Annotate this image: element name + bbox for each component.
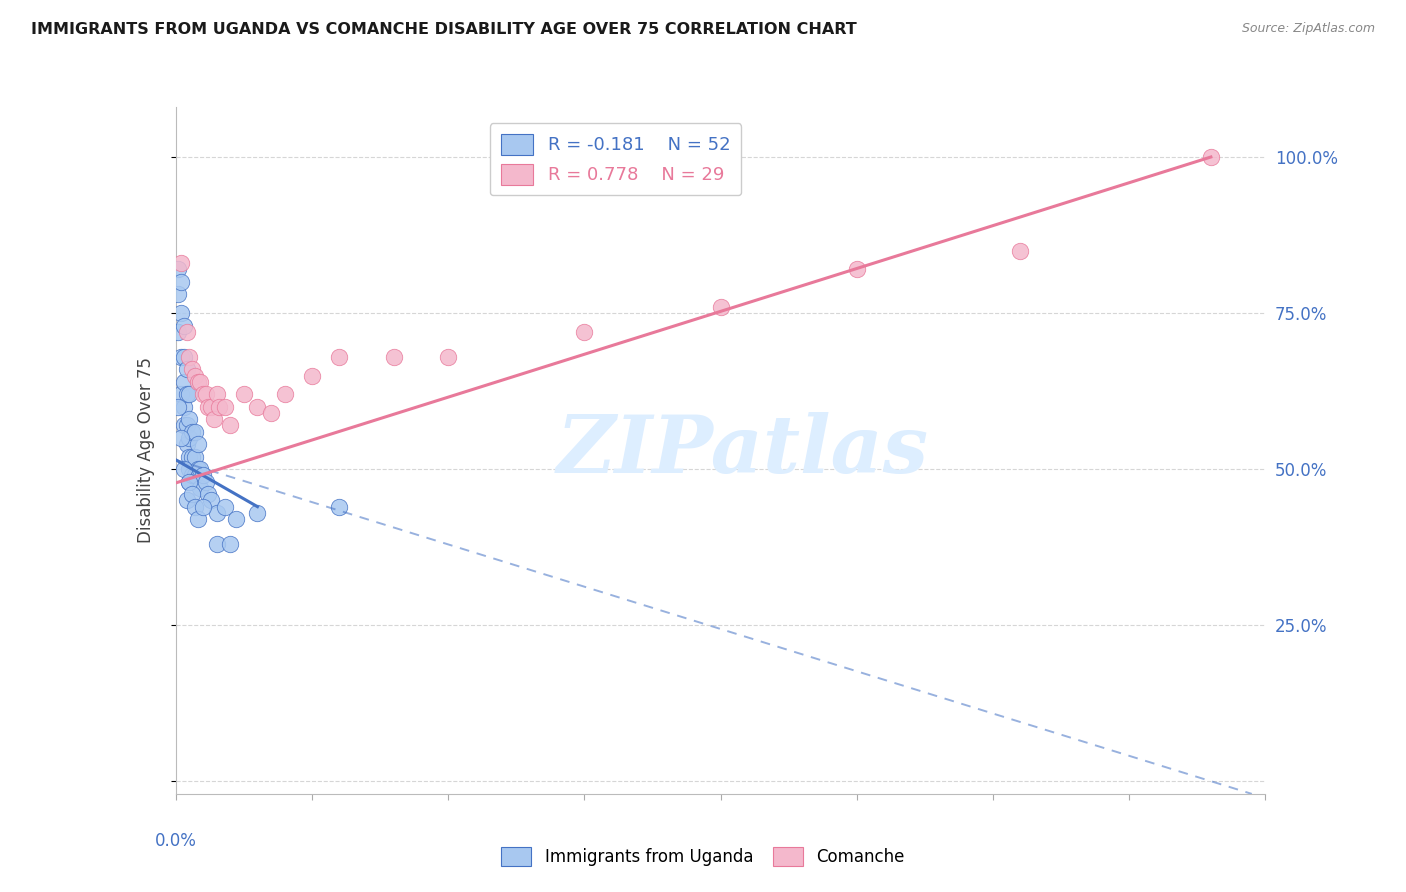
Point [225, 512, 247, 526]
Point [181, 487, 204, 501]
Point [173, 462, 195, 476]
Text: IMMIGRANTS FROM UGANDA VS COMANCHE DISABILITY AGE OVER 75 CORRELATION CHART: IMMIGRANTS FROM UGANDA VS COMANCHE DISAB… [31, 22, 856, 37]
Point [246, 506, 269, 520]
Point [170, 256, 193, 270]
Point [173, 318, 195, 333]
Text: Source: ZipAtlas.com: Source: ZipAtlas.com [1241, 22, 1375, 36]
Point [176, 493, 198, 508]
Point [176, 418, 198, 433]
Text: 0.0%: 0.0% [155, 831, 197, 850]
Point [184, 450, 207, 464]
Point [202, 412, 225, 426]
Point [179, 431, 201, 445]
Point [186, 512, 209, 526]
Point [184, 468, 207, 483]
Point [232, 387, 254, 401]
Point [179, 450, 201, 464]
Point [260, 406, 283, 420]
Point [219, 418, 242, 433]
Point [181, 362, 204, 376]
Point [179, 350, 201, 364]
Point [437, 350, 460, 364]
Point [200, 493, 222, 508]
Point [181, 450, 204, 464]
Point [382, 350, 405, 364]
Point [246, 400, 269, 414]
Point [301, 368, 323, 383]
Point [186, 462, 209, 476]
Point [170, 275, 193, 289]
Point [179, 387, 201, 401]
Point [176, 437, 198, 451]
Point [173, 350, 195, 364]
Point [176, 325, 198, 339]
Point [186, 375, 209, 389]
Point [170, 431, 193, 445]
Point [1199, 150, 1222, 164]
Point [167, 400, 190, 414]
Point [574, 325, 596, 339]
Point [328, 350, 350, 364]
Point [191, 468, 214, 483]
Point [200, 400, 222, 414]
Point [845, 262, 868, 277]
Point [173, 400, 195, 414]
Point [184, 368, 207, 383]
Point [219, 537, 242, 551]
Point [188, 462, 211, 476]
Point [205, 506, 228, 520]
Point [710, 300, 733, 314]
Point [194, 387, 217, 401]
Point [205, 537, 228, 551]
Legend: R = -0.181    N = 52, R = 0.778    N = 29: R = -0.181 N = 52, R = 0.778 N = 29 [489, 123, 741, 195]
Point [184, 425, 207, 439]
Point [191, 500, 214, 514]
Point [181, 425, 204, 439]
Point [208, 400, 231, 414]
Point [167, 262, 190, 277]
Point [214, 500, 236, 514]
Point [328, 500, 350, 514]
Point [197, 400, 219, 414]
Point [184, 500, 207, 514]
Y-axis label: Disability Age Over 75: Disability Age Over 75 [136, 358, 155, 543]
Point [170, 387, 193, 401]
Point [191, 387, 214, 401]
Text: ZIPatlas: ZIPatlas [557, 412, 928, 489]
Point [176, 362, 198, 376]
Point [188, 375, 211, 389]
Point [176, 387, 198, 401]
Point [214, 400, 236, 414]
Point [179, 412, 201, 426]
Point [167, 325, 190, 339]
Point [173, 375, 195, 389]
Point [167, 287, 190, 301]
Point [274, 387, 297, 401]
Point [1010, 244, 1032, 258]
Point [179, 462, 201, 476]
Point [179, 475, 201, 489]
Point [197, 487, 219, 501]
Point [170, 350, 193, 364]
Point [194, 475, 217, 489]
Point [186, 437, 209, 451]
Point [205, 387, 228, 401]
Point [170, 306, 193, 320]
Point [188, 481, 211, 495]
Legend: Immigrants from Uganda, Comanche: Immigrants from Uganda, Comanche [495, 840, 911, 873]
Point [173, 418, 195, 433]
Point [181, 468, 204, 483]
Point [179, 475, 201, 489]
